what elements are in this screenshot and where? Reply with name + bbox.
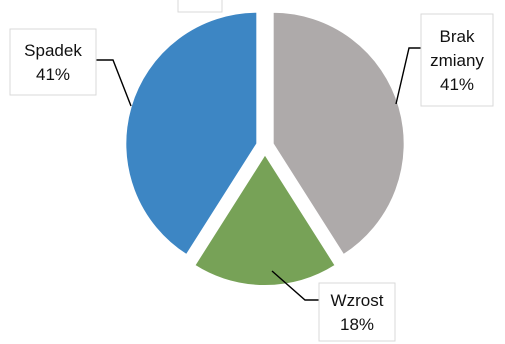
data-label-box-spadek: [9, 28, 97, 96]
pie-slice-brak-zmiany: [271, 10, 406, 257]
pie-slice-spadek: [124, 10, 259, 257]
data-label-percent: 18%: [340, 315, 374, 334]
data-label-category: zmiany: [430, 51, 484, 70]
data-label-percent: 41%: [36, 65, 70, 84]
data-label-category: Brak: [440, 27, 475, 46]
label-leader-lines: [96, 47, 421, 301]
pie-slice-wzrost: [192, 152, 338, 287]
pie-slices: [124, 10, 406, 287]
data-label-box-wzrost: [318, 282, 396, 342]
slice-labels: Brak zmiany 41% Wzrost 18% Spadek 41%: [9, 13, 494, 342]
leader-line-brak-zmiany: [395, 47, 421, 105]
data-label-box-brak-zmiany: [420, 13, 494, 107]
data-label-percent: 41%: [440, 75, 474, 94]
data-label-category: Wzrost: [331, 291, 384, 310]
leader-line-wzrost: [271, 270, 319, 301]
data-label-category: Spadek: [24, 41, 82, 60]
chart-frame-fragment: [177, 0, 223, 13]
leader-line-spadek: [96, 59, 132, 107]
